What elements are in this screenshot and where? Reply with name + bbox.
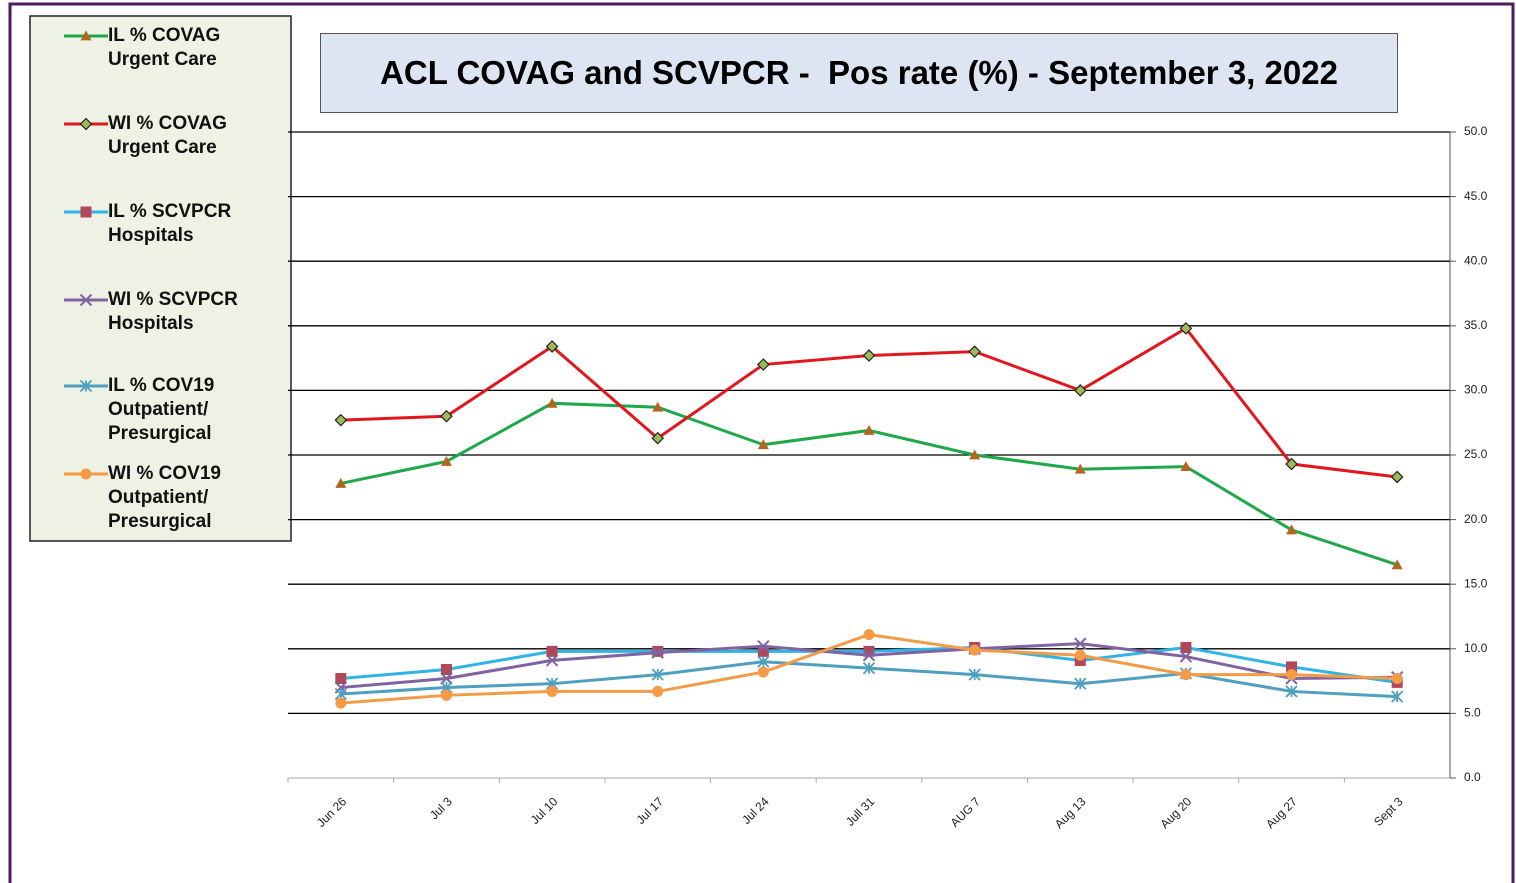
frame [8,2,1515,883]
marker [440,409,453,423]
marker [1391,673,1403,685]
legend-label: IL % COV19 Outpatient/ Presurgical [108,375,215,444]
x-tick-label: Sept 3 [1371,794,1406,829]
y-tick-label: 35.0 [1464,318,1488,332]
marker [80,30,92,41]
marker [1179,650,1193,663]
x-tick-label: AUG 7 [948,794,984,830]
marker [1286,661,1298,673]
marker [651,668,664,681]
marker [757,439,769,450]
y-tick-label: 0.0 [1464,770,1481,784]
marker [546,645,558,657]
marker [651,646,664,659]
marker [969,644,981,656]
marker [79,293,93,307]
marker [440,689,452,701]
marker [1180,642,1192,654]
legend-label: WI % COVAG Urgent Care [108,113,227,158]
y-tick-label: 40.0 [1464,253,1488,267]
marker [757,640,770,653]
legend-label: IL % COVAG Urgent Care [108,25,221,70]
marker [652,401,664,412]
marker [79,117,93,131]
x-tick-label: Jun 26 [314,794,350,830]
marker [1180,461,1192,472]
x-tick-label: Jul 3 [427,794,455,822]
marker [440,455,452,466]
marker [1179,322,1193,335]
chart-title: ACL COVAG and SCVPCR - Pos rate (%) - Se… [320,33,1398,113]
marker [335,697,347,709]
marker [1074,637,1087,650]
y-tick-label: 50.0 [1464,124,1488,138]
x-tick-label: Jull 31 [843,794,878,829]
marker [1285,457,1298,471]
y-tick-label: 20.0 [1464,512,1488,526]
legend-label: WI % COV19 Outpatient/ Presurgical [108,463,221,532]
x-tick-label: Aug 13 [1052,794,1089,831]
marker [1074,677,1087,690]
legend-box [29,15,292,542]
x-tick-label: Aug 20 [1157,794,1194,831]
marker [757,666,769,678]
x-tick-label: Jul 17 [634,794,667,827]
marker [1285,685,1298,698]
marker [80,468,92,480]
marker [546,397,558,408]
y-tick-label: 25.0 [1464,447,1488,461]
marker [1286,524,1298,535]
marker [969,449,981,460]
x-tick-label: Jul 24 [739,794,772,827]
y-tick-label: 45.0 [1464,189,1488,203]
marker [1286,669,1298,681]
x-tick-label: Jul 10 [528,794,561,827]
marker [757,358,770,371]
marker [1074,649,1086,661]
y-tick-label: 30.0 [1464,383,1488,397]
marker [1391,690,1404,703]
marker [757,655,770,668]
marker [546,685,558,697]
marker [335,477,347,488]
marker [1074,463,1086,474]
marker [334,413,348,427]
marker [862,662,876,675]
y-tick-label: 15.0 [1464,576,1488,590]
marker [80,206,92,218]
marker [1391,559,1403,570]
marker [79,379,93,393]
x-tick-label: Aug 27 [1263,794,1300,831]
legend-label: IL % SCVPCR Hospitals [108,201,232,246]
legend-label: WI % SCVPCR Hospitals [108,289,238,334]
marker [968,345,981,358]
marker [1390,470,1404,484]
marker [545,654,559,667]
marker [863,424,875,435]
marker [1180,669,1192,681]
y-tick-label: 10.0 [1464,641,1488,655]
marker [862,649,876,662]
marker [651,431,665,445]
marker [1073,384,1087,397]
marker [440,672,453,685]
marker [440,663,452,675]
y-tick-label: 5.0 [1464,706,1481,720]
marker [968,668,981,681]
marker [652,685,664,697]
marker [545,340,559,353]
marker [863,629,875,641]
marker [863,645,875,657]
marker [335,673,347,685]
marker [862,349,876,362]
marker [757,645,769,657]
